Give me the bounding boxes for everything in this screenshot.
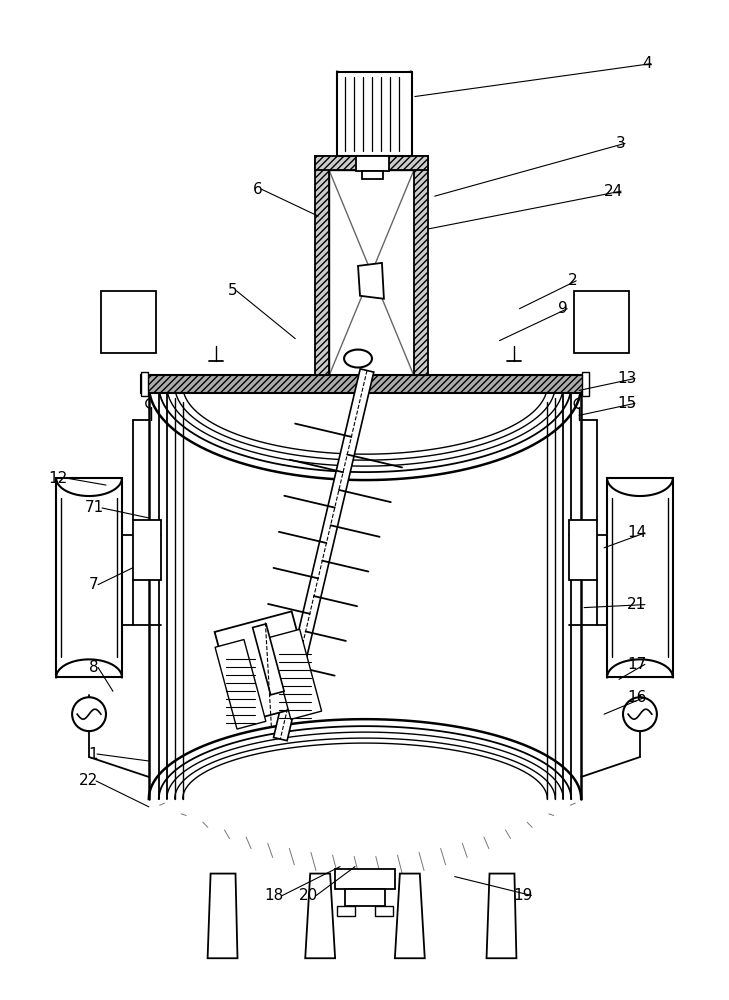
Polygon shape bbox=[337, 906, 355, 916]
Ellipse shape bbox=[72, 697, 106, 731]
Text: 12: 12 bbox=[49, 471, 68, 486]
Polygon shape bbox=[141, 372, 148, 396]
Text: 71: 71 bbox=[85, 500, 104, 515]
Polygon shape bbox=[141, 375, 589, 393]
Polygon shape bbox=[253, 624, 284, 695]
Ellipse shape bbox=[344, 350, 372, 368]
Polygon shape bbox=[329, 170, 414, 375]
Polygon shape bbox=[375, 906, 393, 916]
Polygon shape bbox=[273, 369, 374, 741]
Polygon shape bbox=[362, 171, 383, 179]
Text: 6: 6 bbox=[252, 182, 262, 197]
Text: 13: 13 bbox=[617, 371, 636, 386]
Polygon shape bbox=[569, 520, 597, 580]
Text: 8: 8 bbox=[89, 660, 99, 675]
Text: 19: 19 bbox=[514, 888, 533, 903]
Polygon shape bbox=[414, 156, 428, 375]
Text: 16: 16 bbox=[627, 690, 647, 705]
Polygon shape bbox=[133, 520, 161, 580]
Text: 15: 15 bbox=[617, 396, 636, 411]
Polygon shape bbox=[337, 72, 412, 156]
Text: 5: 5 bbox=[227, 283, 238, 298]
Polygon shape bbox=[214, 611, 316, 723]
Text: 24: 24 bbox=[604, 184, 623, 199]
Polygon shape bbox=[305, 874, 335, 958]
Text: 9: 9 bbox=[558, 301, 568, 316]
Polygon shape bbox=[269, 629, 321, 719]
Polygon shape bbox=[335, 869, 395, 889]
Text: 22: 22 bbox=[79, 773, 98, 788]
Polygon shape bbox=[345, 889, 385, 906]
Polygon shape bbox=[358, 263, 384, 299]
Text: 7: 7 bbox=[89, 577, 99, 592]
Text: 14: 14 bbox=[628, 525, 647, 540]
Polygon shape bbox=[215, 640, 266, 729]
Polygon shape bbox=[607, 478, 673, 677]
Text: 18: 18 bbox=[265, 888, 284, 903]
Text: 1: 1 bbox=[88, 747, 98, 762]
Ellipse shape bbox=[623, 697, 657, 731]
Polygon shape bbox=[208, 874, 238, 958]
Polygon shape bbox=[315, 156, 329, 375]
Text: 21: 21 bbox=[628, 597, 647, 612]
Polygon shape bbox=[395, 874, 425, 958]
Polygon shape bbox=[582, 372, 589, 396]
Polygon shape bbox=[486, 874, 516, 958]
Polygon shape bbox=[356, 156, 389, 171]
Polygon shape bbox=[574, 291, 629, 353]
Text: 2: 2 bbox=[567, 273, 577, 288]
Text: 4: 4 bbox=[642, 56, 652, 71]
Polygon shape bbox=[315, 156, 428, 170]
Text: 17: 17 bbox=[628, 657, 647, 672]
Text: 20: 20 bbox=[299, 888, 318, 903]
Polygon shape bbox=[101, 291, 156, 353]
Polygon shape bbox=[56, 478, 122, 677]
Text: 3: 3 bbox=[616, 136, 626, 151]
